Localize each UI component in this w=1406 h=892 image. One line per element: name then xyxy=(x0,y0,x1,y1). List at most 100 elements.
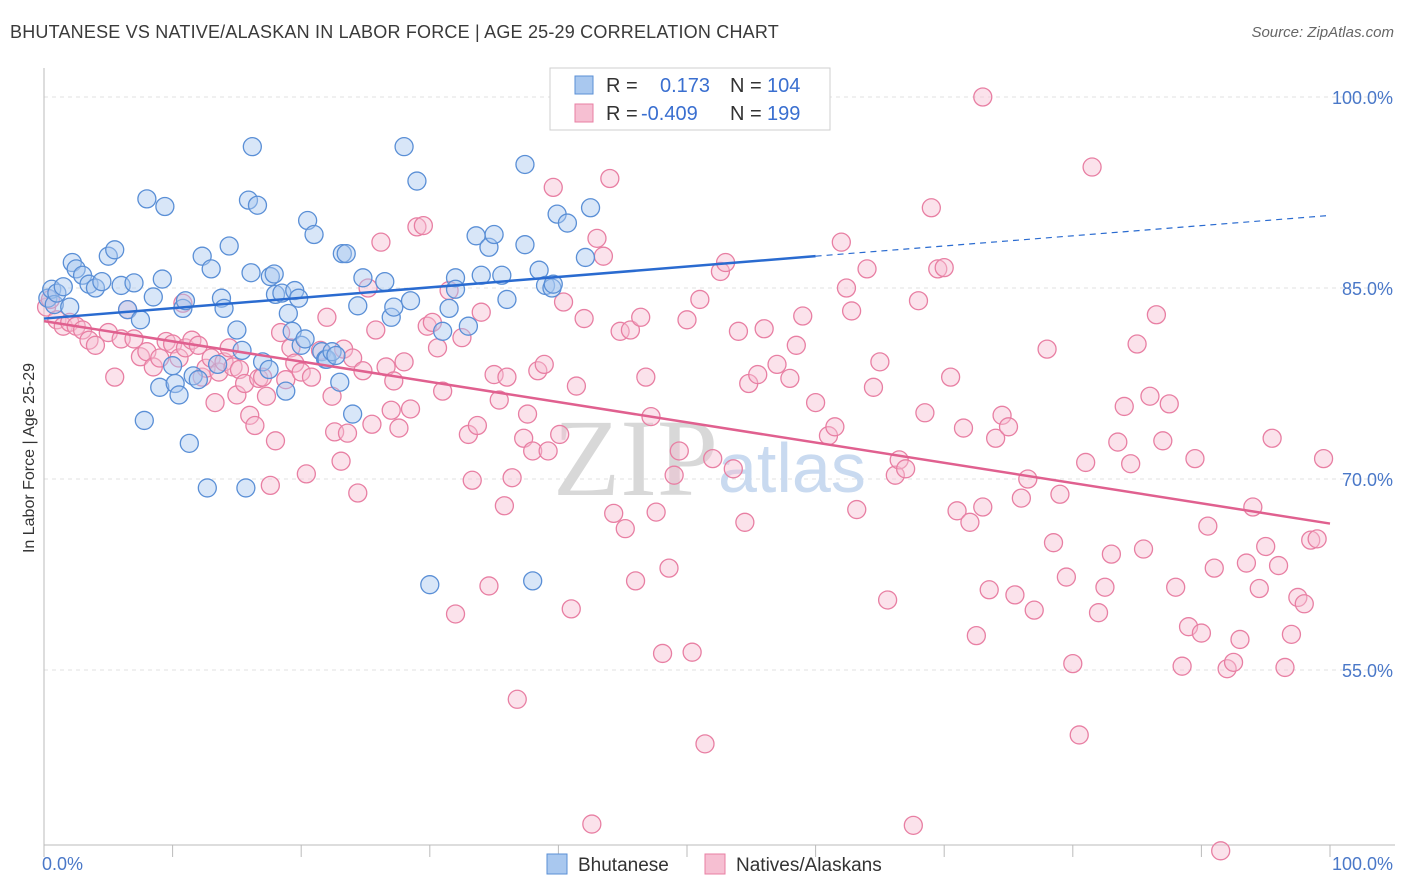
natives-point-163 xyxy=(985,428,1006,448)
bhutanese-trend-extension xyxy=(815,214,1331,257)
bhutanese-point-29 xyxy=(179,433,199,453)
natives-point-174 xyxy=(1063,653,1083,674)
natives-point-61 xyxy=(362,414,382,434)
natives-point-167 xyxy=(1011,488,1032,508)
bhutanese-point-87 xyxy=(484,224,504,245)
natives-point-128 xyxy=(735,512,755,532)
bhutanese-point-22 xyxy=(152,269,172,289)
natives-point-70 xyxy=(407,217,427,237)
natives-point-157 xyxy=(947,501,967,521)
natives-point-193 xyxy=(1185,448,1205,469)
natives-point-80 xyxy=(462,470,482,490)
natives-point-177 xyxy=(1082,157,1102,177)
natives-point-154 xyxy=(928,259,948,279)
watermark: ZIP atlas xyxy=(553,397,866,519)
natives-point-10 xyxy=(105,367,125,387)
natives-point-195 xyxy=(1198,516,1218,536)
natives-point-165 xyxy=(998,417,1019,437)
natives-point-173 xyxy=(1056,567,1077,587)
natives-point-142 xyxy=(847,499,867,520)
bhutanese-point-59 xyxy=(297,210,318,231)
natives-point-184 xyxy=(1127,334,1147,354)
natives-point-152 xyxy=(915,403,935,423)
legend-n-label-2: N = xyxy=(730,103,762,125)
bottom-legend-swatch-natives xyxy=(704,853,726,875)
y-tick-label-2: 70.0% xyxy=(1342,470,1393,490)
trend-lines xyxy=(43,214,1331,525)
natives-point-210 xyxy=(1294,594,1314,614)
natives-point-213 xyxy=(1313,448,1334,469)
bhutanese-point-79 xyxy=(433,321,453,341)
x-tick-label-0: 0.0% xyxy=(42,854,83,874)
natives-point-40 xyxy=(256,386,277,406)
bhutanese-point-35 xyxy=(207,354,228,375)
chart-title: BHUTANESE VS NATIVE/ALASKAN IN LABOR FOR… xyxy=(10,22,779,42)
natives-point-81 xyxy=(467,415,488,436)
natives-alaskans-points xyxy=(36,87,1334,861)
natives-point-85 xyxy=(489,390,509,410)
y-tick-labels: 100.0% 85.0% 70.0% 55.0% xyxy=(1332,88,1393,681)
natives-point-188 xyxy=(1153,431,1173,451)
natives-point-98 xyxy=(553,292,574,312)
bhutanese-point-15 xyxy=(117,299,138,320)
bhutanese-point-39 xyxy=(227,320,247,340)
natives-point-135 xyxy=(793,306,813,326)
natives-point-95 xyxy=(538,441,558,461)
natives-point-88 xyxy=(502,468,522,488)
natives-point-14 xyxy=(130,347,151,367)
bhutanese-point-96 xyxy=(543,274,563,294)
natives-point-138 xyxy=(825,417,845,437)
natives-point-69 xyxy=(400,399,421,419)
source-credit: Source: ZipAtlas.com xyxy=(1251,24,1394,41)
natives-point-68 xyxy=(394,352,414,372)
natives-point-71 xyxy=(413,215,434,236)
natives-point-35 xyxy=(234,373,255,394)
natives-point-158 xyxy=(953,418,974,438)
natives-point-140 xyxy=(836,278,857,298)
natives-point-91 xyxy=(517,404,538,424)
natives-point-67 xyxy=(389,418,409,438)
natives-point-130 xyxy=(748,364,768,385)
natives-point-178 xyxy=(1088,603,1109,623)
natives-point-116 xyxy=(659,558,679,578)
legend-box xyxy=(549,67,831,131)
natives-point-132 xyxy=(767,354,787,375)
natives-point-206 xyxy=(1268,555,1289,576)
natives-point-181 xyxy=(1108,432,1128,452)
bhutanese-point-5 xyxy=(60,297,80,317)
natives-point-139 xyxy=(831,232,851,252)
natives-point-51 xyxy=(317,307,337,327)
natives-point-48 xyxy=(296,464,316,484)
natives-point-94 xyxy=(534,354,554,375)
natives-point-207 xyxy=(1275,657,1295,678)
natives-point-153 xyxy=(921,198,941,218)
natives-point-203 xyxy=(1249,578,1269,599)
natives-point-169 xyxy=(1024,600,1044,620)
natives-point-175 xyxy=(1069,725,1089,745)
natives-point-56 xyxy=(337,423,358,443)
natives-point-108 xyxy=(615,519,635,539)
natives-point-168 xyxy=(1018,469,1038,489)
natives-point-204 xyxy=(1256,536,1276,557)
bhutanese-point-47 xyxy=(259,359,279,380)
natives-point-131 xyxy=(754,319,774,339)
bhutanese-point-44 xyxy=(247,195,268,215)
bhutanese-point-2 xyxy=(44,294,64,315)
natives-point-179 xyxy=(1095,577,1115,597)
bhutanese-point-19 xyxy=(137,189,157,209)
legend-swatch-natives xyxy=(574,103,594,123)
bhutanese-point-17 xyxy=(130,310,151,330)
natives-point-78 xyxy=(452,328,472,348)
natives-point-194 xyxy=(1191,623,1212,643)
legend-swatch-bhutanese xyxy=(574,75,594,95)
natives-point-214 xyxy=(973,87,993,107)
natives-point-92 xyxy=(523,441,543,461)
natives-point-7 xyxy=(79,330,99,350)
natives-point-126 xyxy=(723,459,743,479)
bhutanese-point-74 xyxy=(384,297,404,317)
natives-point-107 xyxy=(610,321,630,341)
natives-point-100 xyxy=(566,376,587,396)
natives-point-205 xyxy=(1262,428,1282,448)
legend-r-value-bhutanese: 0.173 xyxy=(660,75,710,97)
